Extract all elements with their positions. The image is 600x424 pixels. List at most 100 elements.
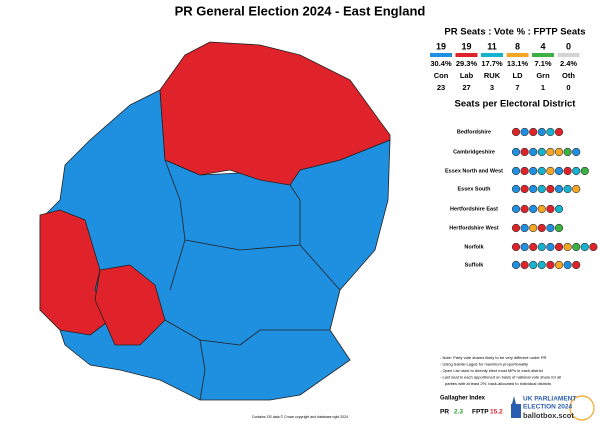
seat-dot [529, 184, 538, 194]
boundary [289, 184, 301, 245]
district-name: Suffolk [465, 262, 485, 268]
seat-dot [529, 147, 538, 157]
title: PR General Election 2024 - East England [175, 3, 426, 18]
vote-share: 29.3% [456, 59, 478, 68]
party-color [557, 53, 580, 57]
seat-dot [511, 223, 521, 233]
seat-dot [520, 184, 529, 194]
seat-dot [563, 260, 572, 270]
seat-dot [554, 166, 564, 176]
pr-seats: 8 [515, 41, 520, 51]
seat-dot [572, 166, 581, 176]
seat-dot [546, 242, 555, 252]
seat-dot [529, 260, 538, 270]
seat-dot [546, 127, 555, 137]
seat-dot [520, 147, 529, 157]
note: parties with at least 2%, back-allocated… [445, 381, 551, 386]
boundary [199, 339, 206, 401]
logo-ring [569, 395, 595, 421]
seat-dot [529, 127, 538, 137]
seat-dot [529, 204, 538, 214]
district-name: Cambridgeshire [453, 149, 495, 155]
seat-dot [537, 184, 546, 194]
pr-seats: 0 [566, 41, 571, 51]
district-name: Norfolk [464, 244, 484, 250]
seat-dot [546, 147, 555, 157]
party-table: 19 30.4% Con 23 19 29.3% Lab 27 11 17.7% RUK 3 8 13.1… [430, 41, 580, 92]
gallagher-pr-value: 2.3 [454, 409, 463, 416]
note: - Last seat in each apportioned on basis… [440, 375, 561, 380]
seat-dot [537, 242, 546, 252]
vote-share: 17.7% [481, 59, 503, 68]
pr-seats: 19 [436, 41, 446, 51]
pr-seats: 19 [461, 41, 471, 51]
seat-dot [546, 166, 555, 176]
seat-dot [537, 260, 546, 270]
seat-dot [511, 127, 521, 137]
party-name: Grn [536, 71, 550, 80]
gallagher-fptp-value: 15.2 [490, 409, 503, 416]
seat-dot [537, 127, 546, 137]
seat-dot [511, 184, 521, 194]
seat-dot [563, 147, 572, 157]
seat-dot [554, 242, 564, 252]
logo: UK PARLIAMENT ELECTION 2024 ballotbox.sc… [511, 395, 595, 421]
seat-dot [511, 166, 521, 176]
gallagher-fptp-label: FPTP [472, 409, 489, 416]
seat-dot [572, 260, 581, 270]
seat-dot [537, 204, 546, 214]
district-name: Essex South [457, 186, 491, 192]
fptp-seats: 3 [490, 83, 494, 92]
fptp-seats: 0 [566, 83, 570, 92]
seat-dot [554, 223, 564, 233]
boundary [184, 239, 341, 291]
seat-dot [572, 184, 581, 194]
party-color [430, 53, 452, 57]
seat-dot [554, 127, 564, 137]
vote-share: 2.4% [560, 59, 577, 68]
seat-dot [537, 223, 546, 233]
party-name: RUK [484, 71, 501, 80]
seat-dot [580, 242, 589, 252]
seat-dot [546, 204, 555, 214]
region-luton [94, 264, 166, 346]
districts-heading: Seats per Electoral District [455, 99, 577, 110]
district-list: Bedfordshire Cambridgeshire Essex North an… [445, 127, 598, 270]
seat-dot [520, 223, 529, 233]
seat-dot [520, 127, 529, 137]
seat-dot [529, 166, 538, 176]
note: - Using Sainte-Laguë for maximum proport… [440, 362, 528, 367]
party-name: Con [434, 71, 449, 80]
seat-dot [572, 147, 581, 157]
note: - Open List used to directly elect most … [440, 368, 544, 373]
seat-dot [554, 147, 564, 157]
party-color [455, 53, 478, 57]
seat-dot [529, 223, 538, 233]
pr-seats: 4 [540, 41, 545, 51]
seat-dot [511, 260, 521, 270]
logo-icon [511, 396, 521, 418]
seat-dot [520, 166, 529, 176]
seat-dot [537, 147, 546, 157]
district-name: Hertfordshire East [450, 206, 498, 212]
seat-dot [520, 204, 529, 214]
vote-share: 7.1% [534, 59, 551, 68]
boundary [164, 159, 186, 291]
party-name: Oth [562, 71, 575, 80]
boundary [164, 319, 330, 346]
seat-dot [572, 242, 581, 252]
party-name: LD [513, 71, 524, 80]
gallagher-pr-label: PR [440, 409, 449, 416]
seat-dot [554, 204, 564, 214]
notes: - Note: Party vote shares likely to be v… [440, 355, 561, 386]
party-name: Lab [460, 71, 474, 80]
vote-share: 30.4% [430, 59, 452, 68]
seat-dot [554, 184, 564, 194]
map [39, 41, 391, 401]
party-color [481, 53, 503, 57]
vote-share: 13.1% [507, 59, 529, 68]
table-heading: PR Seats : Vote % : FPTP Seats [444, 27, 585, 38]
district-name: Essex North and West [445, 168, 503, 174]
seat-dot [563, 166, 572, 176]
